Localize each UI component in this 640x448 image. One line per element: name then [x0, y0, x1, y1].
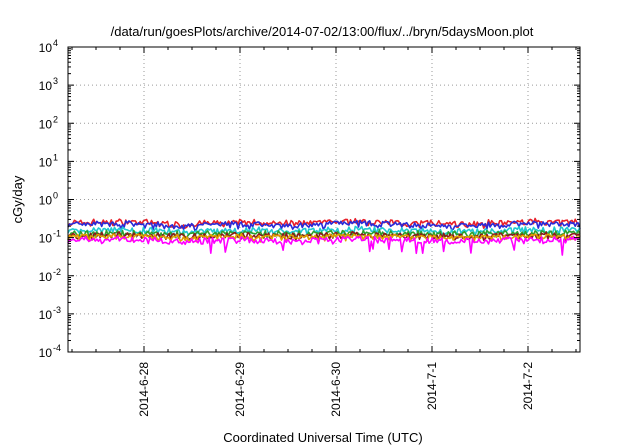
series-layer	[67, 217, 581, 256]
series-line-2	[67, 219, 581, 232]
x-tick-label: 2014-6-29	[233, 362, 247, 417]
y-axis-label: cGy/day	[10, 175, 25, 223]
grid	[68, 47, 580, 352]
y-tick-exponent: 0	[53, 191, 58, 201]
y-tick-exponent: 2	[53, 114, 58, 124]
y-tick-exponent: 4	[53, 38, 58, 48]
x-tick-label: 2014-7-2	[521, 362, 535, 410]
y-tick-exponent: -4	[53, 343, 61, 353]
y-tick-exponent: 1	[53, 152, 58, 162]
y-tick-exponent: 3	[53, 76, 58, 86]
x-tick-label: 2014-7-1	[425, 362, 439, 410]
y-tick-label: 10	[39, 155, 53, 169]
x-tick-label: 2014-6-30	[329, 362, 343, 417]
y-tick-label: 10	[39, 194, 53, 208]
x-axis-label: Coordinated Universal Time (UTC)	[223, 430, 422, 445]
y-tick-label: 10	[39, 270, 53, 284]
y-tick-label: 10	[39, 79, 53, 93]
x-axis: 2014-6-28 2014-6-29 2014-6-30 2014-7-1 2014-…	[71, 47, 577, 417]
series-line-7	[67, 235, 581, 256]
chart-title: /data/run/goesPlots/archive/2014-07-02/1…	[111, 24, 534, 39]
series-line-1	[67, 217, 581, 229]
y-tick-label: 10	[39, 308, 53, 322]
y-tick-exponent: -1	[53, 229, 61, 239]
y-tick-label: 10	[39, 41, 53, 55]
y-tick-exponent: -2	[53, 267, 61, 277]
y-tick-exponent: -3	[53, 305, 61, 315]
y-tick-label: 10	[39, 117, 53, 131]
y-tick-label: 10	[39, 232, 53, 246]
y-tick-label: 10	[39, 346, 53, 360]
x-tick-label: 2014-6-28	[137, 362, 151, 417]
series-line-3	[67, 225, 581, 237]
